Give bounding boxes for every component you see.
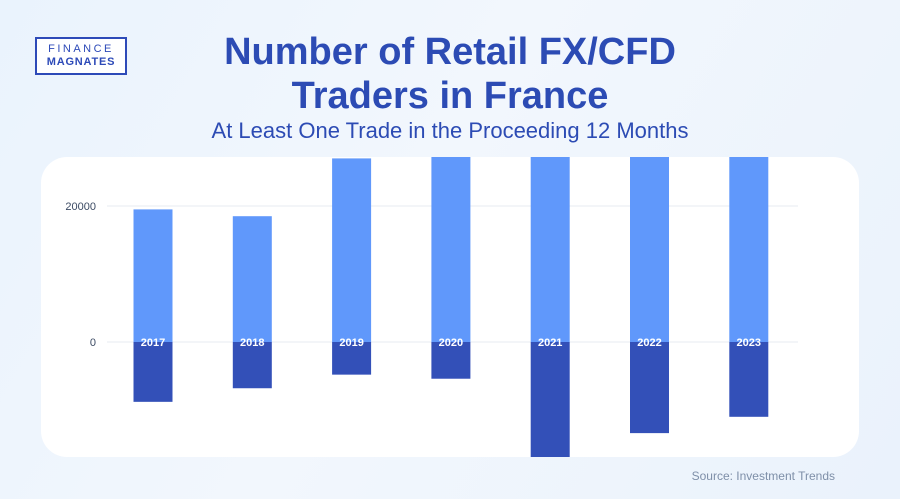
bar-negative-2021 [530,342,570,457]
logo-line-2: MAGNATES [46,56,116,68]
category-label-2023: 2023 [737,337,761,349]
chart-title: Number of Retail FX/CFD Traders in Franc… [150,30,750,118]
bar-negative-2020 [431,342,471,379]
category-label-2018: 2018 [240,337,264,349]
bar-positive-2020 [431,157,471,342]
bar-positive-2022 [630,157,669,342]
chart-subtitle: At Least One Trade in the Proceeding 12 … [211,118,689,143]
category-label-2017: 2017 [141,337,165,349]
bar-negative-2017 [133,342,173,402]
logo-line-1: FINANCE [48,43,114,55]
y-tick-label: 0 [90,337,96,349]
title-line-2: Traders in France [291,75,609,117]
category-label-2022: 2022 [637,337,661,349]
category-label-2019: 2019 [339,337,363,349]
bar-negative-2023 [729,342,769,417]
bar-chart: 40000200000-2000020172018201920202021202… [65,157,798,457]
y-tick-label: 20000 [65,201,96,213]
chart-card: 40000200000-2000020172018201920202021202… [41,157,859,457]
bar-positive-2021 [530,157,570,342]
bar-positive-2023 [729,157,769,342]
category-label-2020: 2020 [439,337,463,349]
bar-negative-2022 [630,342,669,434]
title-line-1: Number of Retail FX/CFD [224,31,676,73]
category-label-2021: 2021 [538,337,562,349]
bar-positive-2019 [332,158,372,342]
bar-positive-2017 [133,209,173,342]
bar-positive-2018 [232,216,272,342]
bar-negative-2018 [232,342,272,389]
bar-negative-2019 [332,342,372,375]
source-note: Source: Investment Trends [691,469,835,483]
finance-magnates-logo: FINANCE MAGNATES [35,37,127,75]
